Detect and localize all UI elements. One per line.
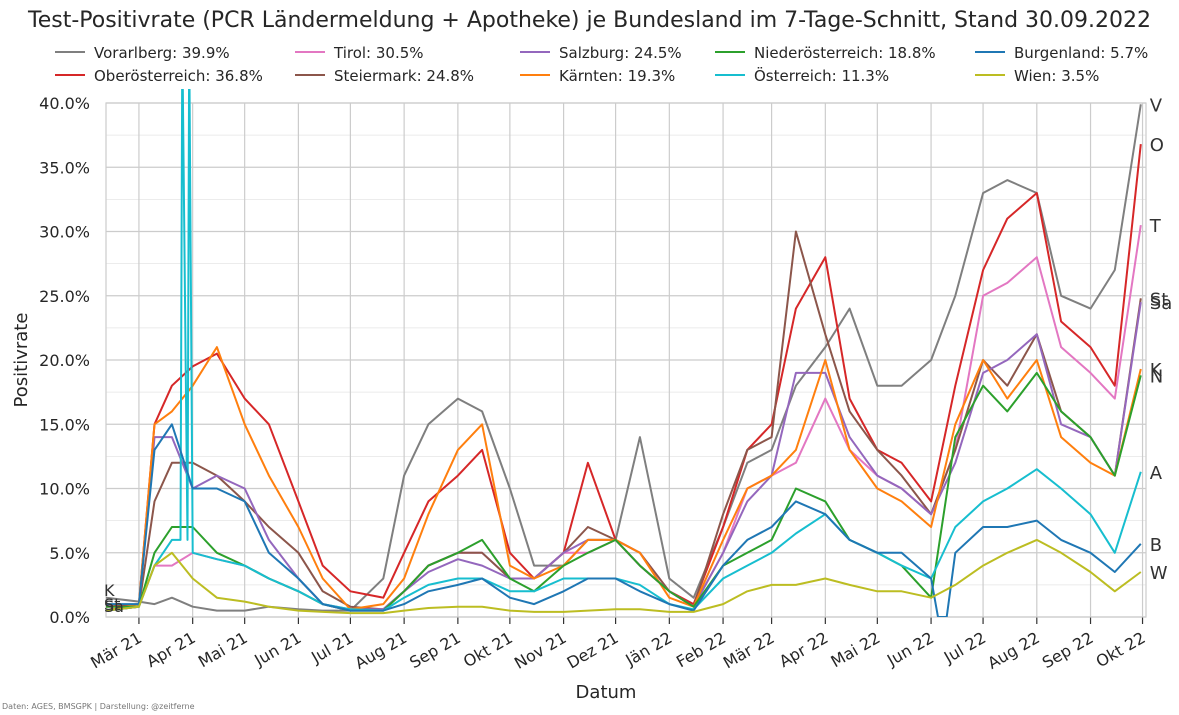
- series-end-label: St: [1150, 289, 1168, 310]
- x-tick-label: Sep 22: [1039, 628, 1097, 672]
- series-line: [106, 423, 1142, 617]
- source-credit: Daten: AGES, BMSGPK | Darstellung: @zeit…: [2, 702, 195, 711]
- legend-swatch: [715, 73, 745, 76]
- y-tick-label: 0.0%: [49, 608, 90, 627]
- y-tick-label: 30.0%: [39, 223, 90, 242]
- series-end-label: N: [1150, 366, 1163, 387]
- legend-label: Österreich: 11.3%: [754, 67, 890, 85]
- x-tick-label: Jun 22: [883, 628, 937, 670]
- x-tick-label: Feb 22: [673, 628, 729, 671]
- x-tick-label: Aug 21: [352, 628, 411, 673]
- series-end-label: O: [1150, 135, 1164, 156]
- series-end-label: W: [1150, 563, 1168, 584]
- chart-legend: Vorarlberg: 39.9% Tirol: 30.5% Salzburg: 2…: [55, 44, 1175, 92]
- legend-item: Niederösterreich: 18.8%: [715, 44, 936, 62]
- x-tick-label: Apr 22: [776, 628, 832, 671]
- legend-swatch: [55, 73, 85, 76]
- series-end-label: Sa: [1150, 293, 1172, 314]
- legend-swatch: [520, 73, 550, 76]
- y-tick-label: 15.0%: [39, 415, 90, 434]
- x-axis-title: Datum: [576, 682, 637, 703]
- x-tick-label: Mai 21: [195, 628, 251, 671]
- series-end-label: A: [1150, 463, 1163, 484]
- legend-label: Wien: 3.5%: [1014, 67, 1100, 85]
- y-tick-label: 20.0%: [39, 351, 90, 370]
- legend-swatch: [295, 73, 325, 76]
- x-tick-label: Okt 21: [460, 628, 516, 671]
- legend-item: Kärnten: 19.3%: [520, 67, 675, 85]
- x-tick-label: Nov 21: [511, 628, 570, 673]
- legend-swatch: [55, 50, 85, 53]
- y-tick-label: 40.0%: [39, 94, 90, 113]
- legend-label: Tirol: 30.5%: [334, 44, 424, 62]
- legend-swatch: [975, 73, 1005, 76]
- legend-item: Burgenland: 5.7%: [975, 44, 1148, 62]
- series-group: [106, 89, 1142, 617]
- series-line: [106, 89, 1142, 612]
- legend-swatch: [520, 50, 550, 53]
- y-tick-label: 25.0%: [39, 287, 90, 306]
- legend-label: Oberösterreich: 36.8%: [94, 67, 263, 85]
- plot-frame: [105, 102, 1147, 618]
- x-tick-label: Apr 21: [143, 628, 199, 671]
- x-tick-label: Jul 21: [307, 628, 356, 667]
- series-end-label: B: [1150, 535, 1162, 556]
- legend-label: Burgenland: 5.7%: [1014, 44, 1149, 62]
- legend-label: Niederösterreich: 18.8%: [754, 44, 936, 62]
- x-tick-label: Aug 22: [984, 628, 1043, 673]
- series-line: [106, 230, 1142, 612]
- series-start-label: St: [104, 595, 120, 614]
- x-tick-label: Sep 21: [406, 628, 464, 672]
- legend-swatch: [975, 50, 1005, 53]
- series-end-label: T: [1149, 216, 1162, 237]
- chart-title: Test-Positivrate (PCR Ländermeldung + Ap…: [28, 8, 1151, 33]
- x-tick-label: Dez 21: [564, 628, 622, 672]
- y-tick-label: 35.0%: [39, 158, 90, 177]
- series-end-label: K: [1150, 360, 1163, 381]
- legend-item: Steiermark: 24.8%: [295, 67, 474, 85]
- legend-swatch: [295, 50, 325, 53]
- series-start-label: K: [104, 581, 115, 600]
- legend-label: Kärnten: 19.3%: [559, 67, 676, 85]
- series-line: [106, 346, 1142, 612]
- series-line: [106, 538, 1142, 615]
- legend-item: Vorarlberg: 39.9%: [55, 44, 230, 62]
- x-tick-label: Okt 22: [1093, 628, 1149, 671]
- legend-label: Salzburg: 24.5%: [559, 44, 682, 62]
- x-tick-label: Jän 22: [622, 628, 676, 670]
- legend-swatch: [715, 50, 745, 53]
- legend-item: Österreich: 11.3%: [715, 67, 889, 85]
- legend-item: Tirol: 30.5%: [295, 44, 424, 62]
- x-tick-label: Mär 21: [87, 628, 145, 672]
- legend-label: Vorarlberg: 39.9%: [94, 44, 230, 62]
- y-tick-label: 10.0%: [39, 480, 90, 499]
- x-tick-label: Jul 22: [940, 628, 989, 667]
- legend-label: Steiermark: 24.8%: [334, 67, 475, 85]
- legend-item: Wien: 3.5%: [975, 67, 1099, 85]
- series-start-label: Sa: [104, 597, 124, 616]
- legend-item: Salzburg: 24.5%: [520, 44, 682, 62]
- y-tick-label: 5.0%: [49, 544, 90, 563]
- y-axis-title: Positivrate: [11, 313, 32, 408]
- series-end-label: V: [1150, 95, 1163, 116]
- x-tick-label: Mär 22: [720, 628, 778, 672]
- x-tick-label: Mai 22: [828, 628, 884, 671]
- legend-item: Oberösterreich: 36.8%: [55, 67, 263, 85]
- x-tick-label: Jun 21: [250, 628, 304, 670]
